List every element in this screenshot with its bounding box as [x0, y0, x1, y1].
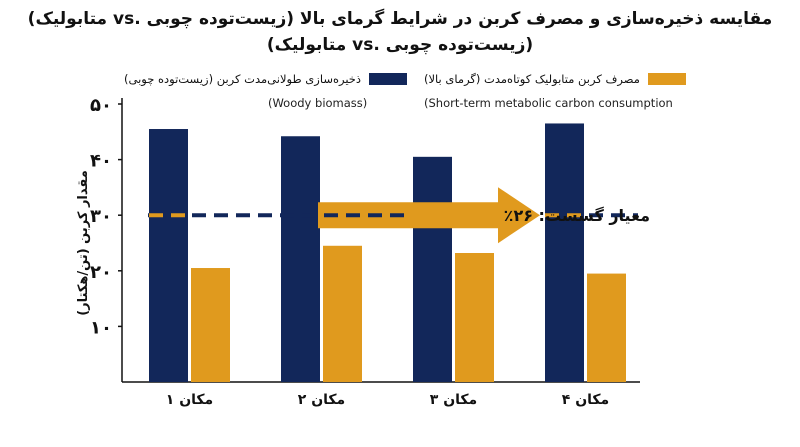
legend-swatch-woody	[369, 73, 408, 85]
bar-metabolic-4	[587, 273, 626, 382]
legend-item-woody: ذخیره‌سازی طولانی‌مدت کربن (زیست‌توده چو…	[124, 72, 408, 86]
bar-metabolic-3	[455, 253, 494, 382]
x-tick-label: مکان ۱	[166, 392, 213, 408]
threshold-label: معیار گسست: ۲۶٪	[504, 206, 650, 225]
chart-title: مقایسه ذخیره‌سازی و مصرف کربن در شرایط گ…	[0, 6, 800, 58]
legend-sub-metabolic: (Short-term metabolic carbon consumption	[424, 96, 673, 110]
chart-title-line1: مقایسه ذخیره‌سازی و مصرف کربن در شرایط گ…	[27, 9, 773, 29]
legend-label-metabolic: مصرف کربن متابولیک کوتاه‌مدت (گرمای بالا…	[424, 72, 640, 86]
x-tick-label: مکان ۴	[562, 392, 609, 408]
bar-metabolic-1	[191, 268, 230, 382]
legend-sub-woody: (Woody biomass)	[268, 96, 368, 110]
x-tick-label: مکان ۲	[298, 392, 345, 408]
legend-label-woody: ذخیره‌سازی طولانی‌مدت کربن (زیست‌توده چو…	[124, 72, 362, 86]
y-tick-label: ۳۰	[90, 206, 112, 227]
legend-item-metabolic: مصرف کربن متابولیک کوتاه‌مدت (گرمای بالا…	[424, 72, 686, 86]
y-axis-label: مقدار کربن (تن/هکتار)	[76, 170, 91, 316]
bar-woody-1	[149, 129, 188, 382]
chart-title-line2: (زیست‌توده چوبی .vs متابولیک)	[266, 35, 534, 55]
legend-swatch-metabolic	[647, 73, 686, 85]
y-tick-label: ۱۰	[90, 317, 112, 338]
y-tick-label: ۵۰	[90, 95, 112, 116]
bar-metabolic-2	[323, 245, 362, 382]
x-tick-label: مکان ۳	[430, 392, 477, 408]
y-tick-label: ۲۰	[90, 262, 112, 283]
bar-woody-4	[545, 123, 584, 383]
bar-woody-3	[413, 156, 452, 382]
y-tick-label: ۴۰	[90, 151, 112, 172]
threshold-arrow	[318, 187, 540, 244]
bar-woody-2	[281, 136, 320, 382]
